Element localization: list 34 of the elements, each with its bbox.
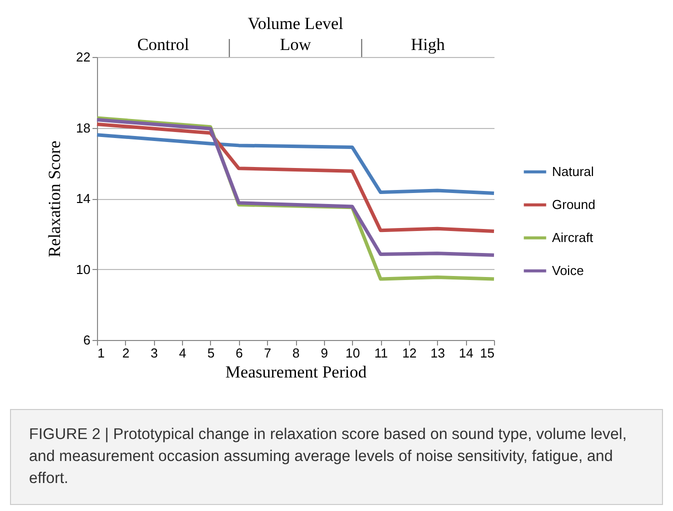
legend-label: Ground bbox=[552, 196, 596, 212]
x-tick-label: 15 bbox=[480, 346, 494, 360]
text: Low bbox=[280, 35, 312, 54]
y-tick-label: 10 bbox=[76, 262, 90, 277]
legend-label: Voice bbox=[552, 262, 584, 278]
x-tick-label: 6 bbox=[236, 346, 243, 360]
x-tick-label: 9 bbox=[320, 346, 328, 360]
x-tick-label: 8 bbox=[292, 346, 300, 360]
x2-axis-title: Volume Level bbox=[248, 14, 344, 33]
x-tick-label: 3 bbox=[150, 346, 158, 360]
y-axis-title: Relaxation Score bbox=[45, 140, 64, 258]
x-tick-label: 10 bbox=[345, 346, 360, 360]
y-tick-label: 18 bbox=[76, 120, 90, 136]
text: High bbox=[410, 35, 446, 54]
x-tick-label: 2 bbox=[122, 346, 130, 360]
caption: FIGURE 2 | Prototypical change in relaxation score based on sound type, volume level, and measurement occasion assuming average levels of noise sensitivity, fatigue, and effort. bbox=[29, 425, 628, 489]
x-tick-label: 12 bbox=[402, 346, 417, 360]
x-axis-title: Measurement Period bbox=[225, 362, 368, 382]
y-tick-label: 14 bbox=[76, 191, 90, 206]
x-tick-label: 13 bbox=[430, 346, 446, 360]
line-series bbox=[95, 118, 496, 257]
x-tick-label: 4 bbox=[178, 346, 186, 360]
legend-label: Aircraft bbox=[552, 230, 594, 245]
x-tick-label: 11 bbox=[374, 346, 388, 360]
x-tick-label: 1 bbox=[98, 346, 105, 360]
x-tick-label: 14 bbox=[458, 346, 474, 360]
line-series bbox=[95, 133, 496, 195]
y-tick-label: 22 bbox=[76, 50, 90, 64]
y-tick-label: 6 bbox=[83, 332, 90, 348]
line-series bbox=[95, 122, 496, 233]
text: Control bbox=[137, 35, 190, 54]
legend-label: Natural bbox=[552, 164, 594, 179]
x-tick-label: 5 bbox=[207, 346, 215, 360]
x-tick-label: 7 bbox=[264, 346, 272, 360]
